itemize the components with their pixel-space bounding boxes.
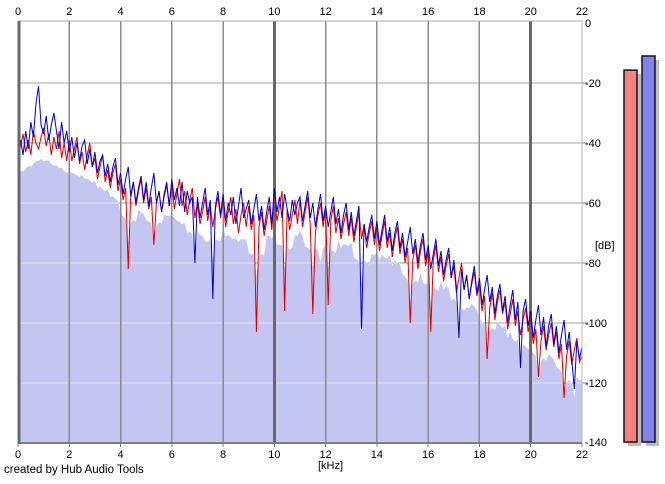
x-axis-tick-label-top: 4 <box>117 6 123 18</box>
y-axis-tick-label: -140 <box>585 437 607 449</box>
y-axis-unit-label: [dB] <box>595 240 615 252</box>
credit-text: created by Hub Audio Tools <box>4 464 144 476</box>
y-axis-tick-label: -40 <box>585 138 601 150</box>
x-axis-tick-label-bottom: 22 <box>576 449 588 461</box>
y-axis-tick-label: 0 <box>585 18 591 30</box>
x-axis-tick-label-bottom: 10 <box>268 449 280 461</box>
x-axis-tick-label-bottom: 18 <box>473 449 485 461</box>
x-axis-tick-label-top: 10 <box>268 6 280 18</box>
x-axis-tick-label-top: 14 <box>371 6 383 18</box>
y-axis-tick-label: -100 <box>585 318 607 330</box>
y-axis-tick-label: -60 <box>585 198 601 210</box>
x-axis-tick-label-bottom: 12 <box>320 449 332 461</box>
x-axis-tick-label-top: 8 <box>220 6 226 18</box>
x-axis-tick-label-top: 18 <box>473 6 485 18</box>
x-axis-tick-label-top: 16 <box>422 6 434 18</box>
x-axis-tick-label-top: 22 <box>576 6 588 18</box>
y-axis-tick-label: -80 <box>585 258 601 270</box>
x-axis-tick-label-top: 20 <box>525 6 537 18</box>
x-axis-tick-label-bottom: 8 <box>220 449 226 461</box>
x-axis-tick-label-bottom: 20 <box>525 449 537 461</box>
x-axis-tick-label-bottom: 0 <box>15 449 21 461</box>
y-axis-tick-label: -20 <box>585 78 601 90</box>
x-axis-tick-label-bottom: 2 <box>66 449 72 461</box>
spectrum-trace-blue <box>17 85 583 390</box>
x-axis-tick-label-bottom: 16 <box>422 449 434 461</box>
spectrum-fill-area <box>18 158 582 443</box>
x-axis-tick-label-bottom: 4 <box>117 449 123 461</box>
x-axis-tick-label-top: 6 <box>169 6 175 18</box>
x-axis-unit-label: [kHz] <box>318 460 344 472</box>
x-axis-tick-label-top: 2 <box>66 6 72 18</box>
y-axis-tick-label: -120 <box>585 378 607 390</box>
x-axis-tick-label-bottom: 6 <box>169 449 175 461</box>
x-axis-tick-label-top: 0 <box>15 6 21 18</box>
meter-bar-blue <box>641 55 656 443</box>
meter-bar-red <box>623 69 638 443</box>
x-axis-tick-label-bottom: 14 <box>371 449 383 461</box>
x-axis-tick-label-top: 12 <box>320 6 332 18</box>
